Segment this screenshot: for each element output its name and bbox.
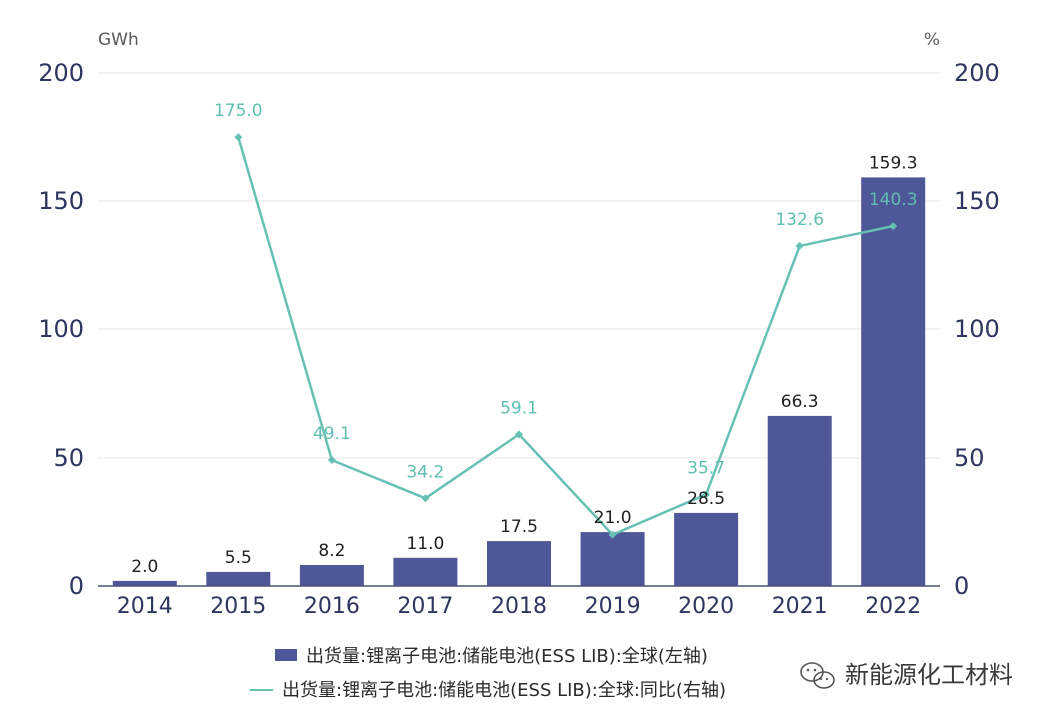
yoy-point-2020 [702,490,711,499]
legend-bar-swatch [275,649,297,661]
bar-label-2015: 5.5 [225,548,252,568]
x-tick-2014: 2014 [117,594,173,619]
right-tick-200: 200 [954,59,1000,87]
legend-line-label: 出货量:锂离子电池:储能电池(ESS LIB):全球:同比(右轴) [282,680,726,701]
x-axis: 2014 2015 2016 2017 2018 2019 2020 2021 2022 [117,594,921,619]
yoy-point-2015 [234,133,243,142]
line-value-labels: 175.0 49.1 34.2 59.1 35.7 132.6 140.3 [214,101,918,482]
bar-label-2020: 28.5 [687,489,725,509]
legend-bar-label: 出货量:锂离子电池:储能电池(ESS LIB):全球(左轴) [306,646,708,667]
yoy-label-2016: 49.1 [313,424,351,444]
watermark-text: 新能源化工材料 [845,661,1013,689]
bar-label-2016: 8.2 [318,541,345,561]
left-tick-50: 50 [53,444,84,472]
bar-2014 [112,580,177,586]
yoy-label-2015: 175.0 [214,101,263,121]
watermark: 新能源化工材料 [800,661,1013,689]
yoy-label-2022: 140.3 [869,190,918,210]
yoy-label-2018: 59.1 [500,398,538,418]
bar-2015 [206,571,271,586]
yoy-point-2019 [608,530,617,539]
x-tick-2022: 2022 [865,594,921,619]
left-tick-0: 0 [69,572,84,600]
right-tick-0: 0 [954,572,969,600]
bar-label-2014: 2.0 [131,557,158,577]
bar-label-2022: 159.3 [869,153,918,173]
left-axis-unit: GWh [98,30,139,50]
yoy-point-2022 [889,222,898,231]
bar-label-2017: 11.0 [406,534,444,554]
bar-2022 [861,177,926,586]
left-tick-200: 200 [38,59,84,87]
yoy-line-path [237,136,894,537]
right-y-axis: 200 150 100 50 0 [954,59,1000,600]
bar-2016 [299,565,364,586]
yoy-label-2021: 132.6 [775,210,824,230]
bar-2019 [580,532,645,586]
bar-2017 [393,557,458,586]
x-tick-2020: 2020 [678,594,734,619]
right-tick-150: 150 [954,187,1000,215]
right-tick-50: 50 [954,444,985,472]
left-tick-150: 150 [38,187,84,215]
x-tick-2018: 2018 [491,594,547,619]
bar-2018 [487,541,551,586]
wechat-icon [800,662,835,689]
yoy-point-2021 [795,241,804,250]
yoy-point-2016 [327,456,336,465]
x-tick-2019: 2019 [585,594,641,619]
bar-label-2018: 17.5 [500,517,538,537]
right-axis-unit: % [924,30,940,50]
x-tick-2016: 2016 [304,594,360,619]
yoy-label-2017: 34.2 [406,462,444,482]
x-tick-2015: 2015 [210,594,266,619]
bar-2020 [674,512,739,586]
left-tick-100: 100 [38,315,84,343]
yoy-point-2018 [515,430,523,439]
left-y-axis: 200 150 100 50 0 [38,59,84,600]
yoy-label-2020: 35.7 [687,458,725,478]
x-tick-2021: 2021 [772,594,828,619]
bar-2021 [767,415,832,586]
yoy-line [234,133,898,539]
bars [112,177,926,586]
yoy-point-2017 [421,494,430,503]
bar-label-2019: 21.0 [594,508,632,528]
legend: 出货量:锂离子电池:储能电池(ESS LIB):全球(左轴) 出货量:锂离子电池… [250,646,726,701]
bar-label-2021: 66.3 [781,392,819,412]
bar-value-labels: 2.0 5.5 8.2 11.0 17.5 21.0 28.5 66.3 159.3 [131,153,917,577]
right-tick-100: 100 [954,315,1000,343]
x-tick-2017: 2017 [397,594,453,619]
